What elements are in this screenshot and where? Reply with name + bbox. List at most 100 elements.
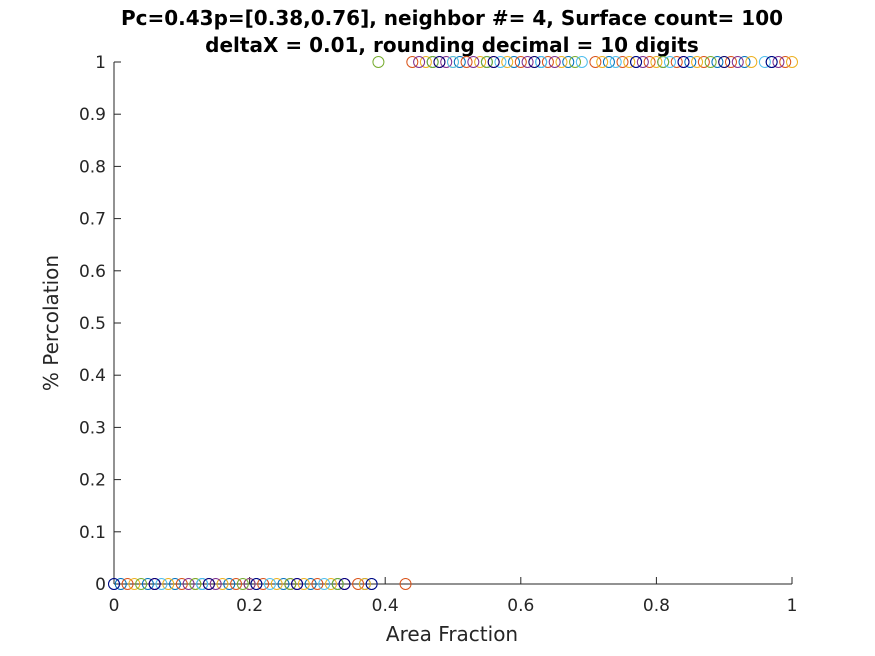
data-point — [602, 56, 615, 68]
data-point — [724, 56, 737, 68]
data-point — [223, 578, 236, 590]
data-point — [521, 56, 534, 68]
data-point — [772, 56, 785, 68]
y-tick-label: 0.6 — [79, 262, 106, 282]
data-point — [447, 56, 459, 68]
data-point — [324, 578, 337, 590]
data-point — [630, 56, 643, 68]
data-point — [677, 56, 690, 68]
data-point — [663, 56, 676, 68]
data-point — [643, 56, 656, 68]
data-point — [609, 56, 622, 68]
series-4 — [148, 56, 785, 590]
data-point — [433, 56, 446, 68]
series-7 — [108, 56, 778, 590]
data-point — [108, 578, 120, 590]
y-tick-label: 0.5 — [79, 314, 106, 334]
chart-title-line-2: deltaX = 0.01, rounding decimal = 10 dig… — [205, 33, 699, 57]
data-point — [786, 56, 798, 68]
series-3 — [128, 56, 798, 590]
data-point — [494, 56, 507, 68]
data-point — [596, 56, 609, 68]
data-point — [243, 578, 256, 590]
data-point — [711, 56, 724, 68]
y-tick-label: 0.7 — [79, 210, 106, 230]
data-point — [467, 56, 480, 68]
data-point — [114, 578, 127, 590]
data-point — [745, 56, 758, 68]
data-point — [297, 578, 310, 590]
data-point — [684, 56, 697, 68]
data-point — [230, 578, 243, 590]
data-point — [535, 56, 548, 68]
data-point — [541, 56, 554, 68]
data-point — [636, 56, 649, 68]
x-tick-label: 0.8 — [643, 596, 670, 616]
data-point — [148, 578, 161, 590]
data-point — [399, 578, 412, 590]
data-point — [263, 578, 276, 590]
data-point — [589, 56, 602, 68]
data-point — [419, 56, 432, 68]
data-point — [182, 578, 195, 590]
data-point — [718, 56, 731, 68]
y-axis-label: % Percolation — [39, 255, 63, 391]
data-point — [216, 578, 229, 590]
data-point — [738, 56, 751, 68]
data-point — [691, 56, 704, 68]
data-point — [311, 578, 324, 590]
data-point — [508, 56, 521, 68]
data-point — [175, 578, 188, 590]
x-tick-label: 1 — [787, 596, 798, 616]
data-point — [121, 578, 134, 590]
data-point — [277, 578, 290, 590]
data-point — [575, 56, 588, 68]
data-point — [623, 56, 636, 68]
data-point — [169, 578, 182, 590]
data-point — [291, 578, 304, 590]
data-point — [501, 56, 514, 68]
y-tick-label: 0.2 — [79, 471, 106, 491]
data-point — [352, 578, 365, 590]
data-point — [440, 56, 453, 68]
data-point — [779, 56, 792, 68]
data-point — [257, 578, 270, 590]
data-point — [338, 578, 351, 590]
y-tick-label: 0 — [95, 575, 106, 595]
data-point — [650, 56, 663, 68]
y-tick-label: 0.3 — [79, 418, 106, 438]
data-point — [616, 56, 629, 68]
data-point — [704, 56, 717, 68]
data-point — [426, 56, 439, 68]
chart-title-line-1: Pc=0.43p=[0.38,0.76], neighbor #= 4, Sur… — [121, 6, 783, 30]
data-point — [406, 56, 419, 68]
data-point — [657, 56, 670, 68]
x-tick-label: 0.6 — [507, 596, 534, 616]
data-point — [758, 56, 771, 68]
data-point — [196, 578, 209, 590]
data-point — [318, 578, 331, 590]
data-point — [236, 578, 249, 590]
series-5 — [135, 56, 717, 590]
data-point — [358, 578, 371, 590]
data-point — [474, 56, 487, 68]
data-point — [372, 56, 385, 68]
series-6 — [108, 56, 771, 590]
x-tick-label: 0.4 — [372, 596, 399, 616]
data-point — [487, 56, 500, 68]
axes: 0 0.2 0.4 0.6 0.8 1 0 0.1 0.2 0.3 0.4 0.5 0.6 0.7 0.8 0… — [79, 53, 797, 616]
x-tick-label: 0.2 — [236, 596, 263, 616]
data-point — [514, 56, 527, 68]
data-point — [562, 56, 575, 68]
data-point — [270, 578, 283, 590]
data-point — [135, 578, 148, 590]
data-point — [141, 578, 154, 590]
data-point — [128, 578, 141, 590]
y-tick-label: 1 — [95, 53, 106, 73]
data-point — [548, 56, 561, 68]
data-point — [189, 578, 202, 590]
data-point — [284, 578, 297, 590]
data-point — [528, 56, 541, 68]
y-tick-label: 0.9 — [79, 105, 106, 125]
